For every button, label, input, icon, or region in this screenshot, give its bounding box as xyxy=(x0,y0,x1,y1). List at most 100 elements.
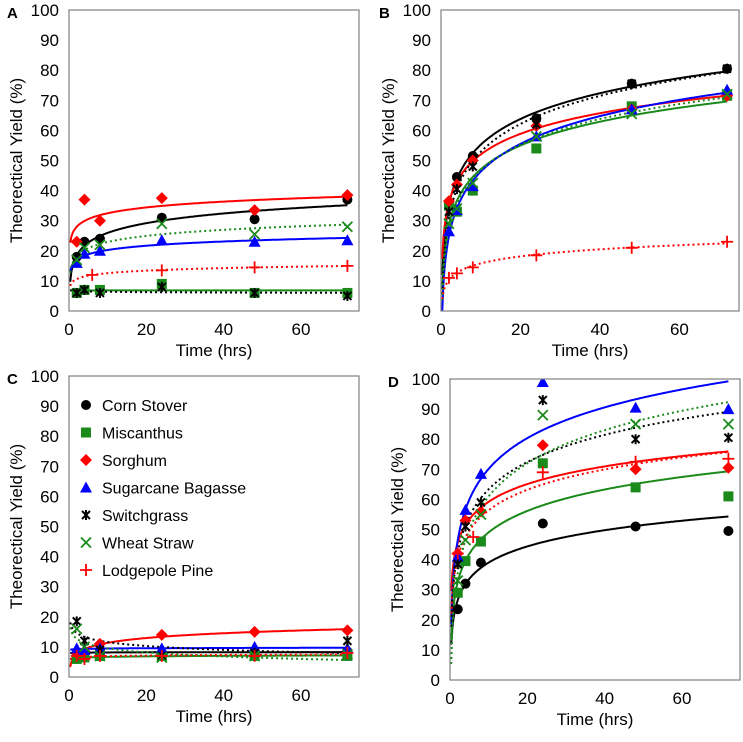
y-tick-label: 40 xyxy=(40,182,59,201)
x-tick-label: 60 xyxy=(670,320,689,339)
y-tick-label: 50 xyxy=(421,521,440,540)
panel-label: D xyxy=(388,374,399,391)
data-point-sorghum xyxy=(71,236,83,248)
data-point-switchgrass xyxy=(461,521,469,531)
data-point-lodgepole-pine xyxy=(86,269,98,281)
data-point-lodgepole-pine xyxy=(722,453,734,465)
trendline-sugarcane-bagasse xyxy=(70,238,347,272)
x-tick-label: 20 xyxy=(518,689,537,708)
y-tick-label: 20 xyxy=(40,608,59,627)
legend-item: Wheat Straw xyxy=(81,536,194,553)
y-tick-label: 10 xyxy=(421,641,440,660)
data-point-sorghum xyxy=(156,192,168,204)
data-point-wheat-straw xyxy=(631,419,641,429)
data-point-miscanthus xyxy=(631,482,641,492)
y-tick-label: 50 xyxy=(412,152,431,171)
data-point-sugarcane-bagasse xyxy=(459,504,471,515)
data-point-corn-stover xyxy=(538,518,548,528)
y-tick-label: 10 xyxy=(412,272,431,291)
y-tick-label: 60 xyxy=(40,487,59,506)
legend-marker-diamond xyxy=(80,454,92,466)
plot-frame xyxy=(69,10,359,311)
y-tick-label: 80 xyxy=(40,61,59,80)
panel-label: C xyxy=(7,371,18,388)
data-point-lodgepole-pine xyxy=(530,249,542,261)
data-point-wheat-straw xyxy=(538,410,548,420)
data-point-lodgepole-pine xyxy=(626,242,638,254)
y-tick-label: 90 xyxy=(421,400,440,419)
y-tick-label: 10 xyxy=(40,638,59,657)
y-tick-label: 100 xyxy=(412,370,440,389)
data-point-switchgrass xyxy=(469,162,477,172)
trendline-wheat-straw xyxy=(442,97,727,300)
data-point-switchgrass xyxy=(343,636,351,646)
data-point-corn-stover xyxy=(631,521,641,531)
y-axis-label: Theorectical Yield (%) xyxy=(379,78,398,243)
x-tick-label: 0 xyxy=(64,320,73,339)
y-tick-label: 80 xyxy=(412,61,431,80)
y-tick-label: 30 xyxy=(40,578,59,597)
plot-area xyxy=(70,616,353,667)
legend-item: Switchgrass xyxy=(82,508,188,525)
data-point-corn-stover xyxy=(453,604,463,614)
legend-item: Miscanthus xyxy=(81,426,183,443)
y-tick-label: 80 xyxy=(40,427,59,446)
x-tick-label: 40 xyxy=(214,320,233,339)
x-tick-label: 0 xyxy=(64,686,73,705)
data-point-sugarcane-bagasse xyxy=(630,402,642,413)
data-point-miscanthus xyxy=(723,491,733,501)
legend-marker-x xyxy=(81,538,91,548)
y-tick-label: 70 xyxy=(421,460,440,479)
legend-marker-triangle xyxy=(80,482,92,493)
x-tick-label: 60 xyxy=(292,320,311,339)
data-point-lodgepole-pine xyxy=(249,261,261,273)
y-tick-label: 60 xyxy=(412,121,431,140)
y-tick-label: 90 xyxy=(40,397,59,416)
x-tick-label: 40 xyxy=(214,686,233,705)
data-point-sorghum xyxy=(249,626,261,638)
y-tick-label: 0 xyxy=(431,671,440,690)
y-tick-label: 10 xyxy=(40,272,59,291)
plot-area xyxy=(451,376,734,664)
y-tick-label: 70 xyxy=(412,91,431,110)
trendline-corn-stover xyxy=(451,517,728,645)
data-point-miscanthus xyxy=(476,537,486,547)
data-point-lodgepole-pine xyxy=(341,260,353,272)
legend-item: Lodgepole Pine xyxy=(80,563,213,580)
y-tick-label: 0 xyxy=(422,302,431,321)
y-tick-label: 50 xyxy=(40,518,59,537)
legend-label: Lodgepole Pine xyxy=(102,563,213,580)
y-axis-label: Theorectical Yield (%) xyxy=(7,444,26,609)
x-tick-label: 40 xyxy=(595,689,614,708)
data-point-wheat-straw xyxy=(342,222,352,232)
x-tick-label: 20 xyxy=(137,686,156,705)
data-point-sugarcane-bagasse xyxy=(537,376,549,387)
legend-item: Sugarcane Bagasse xyxy=(80,481,246,498)
data-point-sorghum xyxy=(537,439,549,451)
y-tick-label: 30 xyxy=(421,581,440,600)
legend-marker-asterisk xyxy=(82,510,90,520)
panel-label: B xyxy=(379,5,390,22)
trendline-switchgrass xyxy=(442,72,727,294)
plot-area xyxy=(70,189,353,301)
legend-item: Sorghum xyxy=(80,453,167,470)
plot-frame xyxy=(441,10,739,311)
plot-area xyxy=(442,64,733,312)
y-tick-label: 60 xyxy=(40,121,59,140)
data-point-lodgepole-pine xyxy=(630,456,642,468)
x-tick-label: 20 xyxy=(137,320,156,339)
legend-marker-circle xyxy=(81,400,91,410)
legend-label: Corn Stover xyxy=(102,398,188,415)
y-tick-label: 40 xyxy=(421,551,440,570)
x-tick-label: 0 xyxy=(445,689,454,708)
y-tick-label: 70 xyxy=(40,91,59,110)
y-tick-label: 100 xyxy=(31,1,59,20)
y-tick-label: 90 xyxy=(40,31,59,50)
x-axis-label: Time (hrs) xyxy=(176,341,253,360)
trendline-corn-stover xyxy=(70,652,347,653)
data-point-lodgepole-pine xyxy=(721,236,733,248)
data-point-lodgepole-pine xyxy=(156,264,168,276)
y-tick-label: 90 xyxy=(412,31,431,50)
legend-label: Miscanthus xyxy=(102,426,183,443)
